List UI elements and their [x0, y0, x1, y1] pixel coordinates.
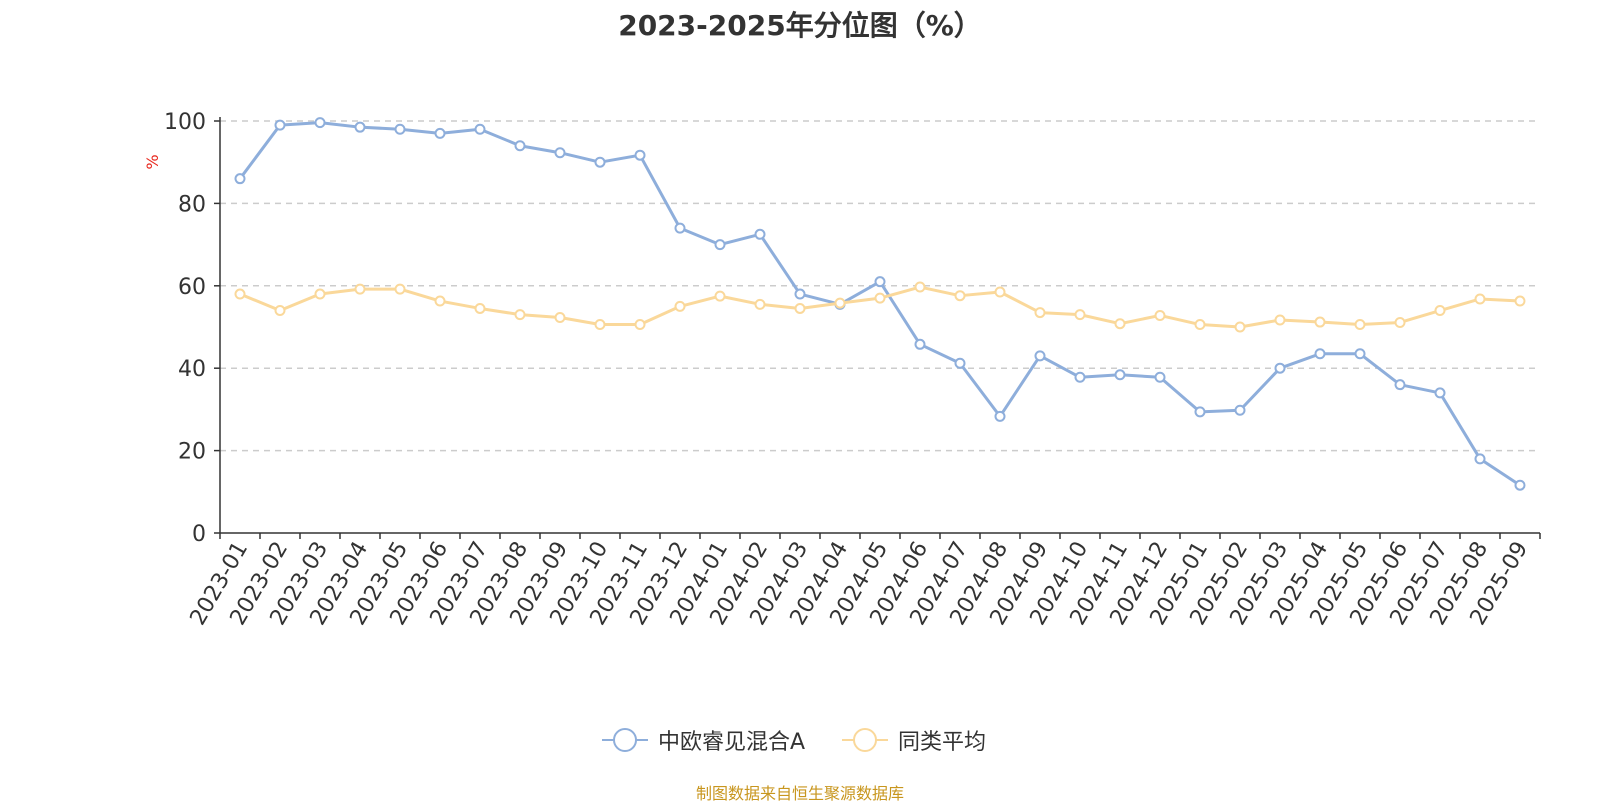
series-2-point[interactable]	[394, 283, 406, 295]
series-2-point[interactable]	[1314, 316, 1326, 328]
y-ticks: 0 20 40 60 80 100	[164, 110, 220, 547]
series-1-point[interactable]	[914, 338, 926, 350]
data-source-note: 制图数据来自恒生聚源数据库	[695, 784, 904, 803]
y-tick-label: 60	[178, 275, 206, 300]
series-2-point[interactable]	[1434, 305, 1446, 317]
series-2-point[interactable]	[1514, 295, 1526, 307]
series-2-point[interactable]	[674, 300, 686, 312]
y-tick-label: 100	[164, 110, 206, 135]
y-axis-label: %	[143, 154, 162, 169]
series-1-point[interactable]	[554, 147, 566, 159]
legend-marker-series2	[842, 728, 888, 752]
series-lines	[234, 117, 1526, 491]
legend-marker-series1	[602, 728, 648, 752]
series-1-point[interactable]	[434, 127, 446, 139]
series-2-point[interactable]	[1274, 314, 1286, 326]
series-2-point[interactable]	[1474, 293, 1486, 305]
series-1-point[interactable]	[634, 149, 646, 161]
series-1-point[interactable]	[1034, 350, 1046, 362]
legend-label-series2: 同类平均	[898, 730, 987, 755]
series-2-point[interactable]	[1034, 307, 1046, 319]
y-tick-label: 40	[178, 357, 206, 382]
series-1-point[interactable]	[714, 239, 726, 251]
series-2-point[interactable]	[434, 295, 446, 307]
series-line-1	[238, 121, 1521, 487]
series-2-point[interactable]	[1354, 319, 1366, 331]
series-1-point[interactable]	[754, 228, 766, 240]
series-1-point[interactable]	[1114, 369, 1126, 381]
series-1-point[interactable]	[1514, 479, 1526, 491]
axes	[219, 117, 1540, 534]
y-tick-label: 0	[192, 522, 206, 547]
legend: 中欧睿见混合A 同类平均	[0, 720, 1600, 760]
series-1-point[interactable]	[514, 140, 526, 152]
series-1-point[interactable]	[1394, 379, 1406, 391]
chart-title: 2023-2025年分位图（%）	[618, 9, 982, 42]
series-2-point[interactable]	[274, 305, 286, 317]
legend-item-series2[interactable]: 同类平均	[840, 720, 986, 760]
series-1-point[interactable]	[674, 222, 686, 234]
series-1-point[interactable]	[1354, 348, 1366, 360]
series-2-point[interactable]	[1394, 316, 1406, 328]
y-tick-label: 80	[178, 192, 206, 217]
series-2-point[interactable]	[554, 312, 566, 324]
series-1-point[interactable]	[1434, 387, 1446, 399]
series-2-point[interactable]	[1074, 309, 1086, 321]
series-1-point[interactable]	[394, 123, 406, 135]
legend-item-series1[interactable]: 中欧睿见混合A	[600, 720, 805, 760]
series-2-point[interactable]	[994, 286, 1006, 298]
series-2-point[interactable]	[354, 283, 366, 295]
series-2-point[interactable]	[1194, 319, 1206, 331]
series-1-point[interactable]	[354, 121, 366, 133]
series-1-point[interactable]	[994, 410, 1006, 422]
series-1-point[interactable]	[1474, 453, 1486, 465]
series-2-point[interactable]	[1234, 321, 1246, 333]
series-1-point[interactable]	[1274, 362, 1286, 374]
x-ticks: 2023-012023-022023-032023-042023-052023-…	[186, 533, 1541, 630]
series-1-point[interactable]	[954, 357, 966, 369]
series-2-point[interactable]	[714, 290, 726, 302]
series-1-point[interactable]	[1234, 404, 1246, 416]
series-1-point[interactable]	[1194, 406, 1206, 418]
y-tick-label: 20	[178, 440, 206, 465]
series-1-point[interactable]	[234, 173, 246, 185]
series-2-point[interactable]	[634, 319, 646, 331]
legend-label-series1: 中欧睿见混合A	[658, 730, 806, 755]
series-2-point[interactable]	[594, 319, 606, 331]
series-2-point[interactable]	[834, 297, 846, 309]
series-1-point[interactable]	[794, 288, 806, 300]
line-chart: 0 20 40 60 80 100 2023-012023-022023-032023-0…	[143, 110, 1541, 630]
series-1-point[interactable]	[874, 276, 886, 288]
series-2-point[interactable]	[474, 302, 486, 314]
series-2-point[interactable]	[954, 290, 966, 302]
series-2-point[interactable]	[794, 302, 806, 314]
series-2-point[interactable]	[754, 298, 766, 310]
series-1-point[interactable]	[274, 119, 286, 131]
series-2-point[interactable]	[1154, 309, 1166, 321]
series-1-point[interactable]	[1154, 371, 1166, 383]
series-2-point[interactable]	[914, 281, 926, 293]
series-2-point[interactable]	[514, 309, 526, 321]
series-1-point[interactable]	[1314, 348, 1326, 360]
series-2-point[interactable]	[234, 288, 246, 300]
series-2-point[interactable]	[314, 288, 326, 300]
series-1-point[interactable]	[474, 123, 486, 135]
series-1-point[interactable]	[594, 156, 606, 168]
series-2-point[interactable]	[1114, 318, 1126, 330]
series-2-point[interactable]	[874, 292, 886, 304]
series-1-point[interactable]	[314, 117, 326, 129]
series-1-point[interactable]	[1074, 371, 1086, 383]
